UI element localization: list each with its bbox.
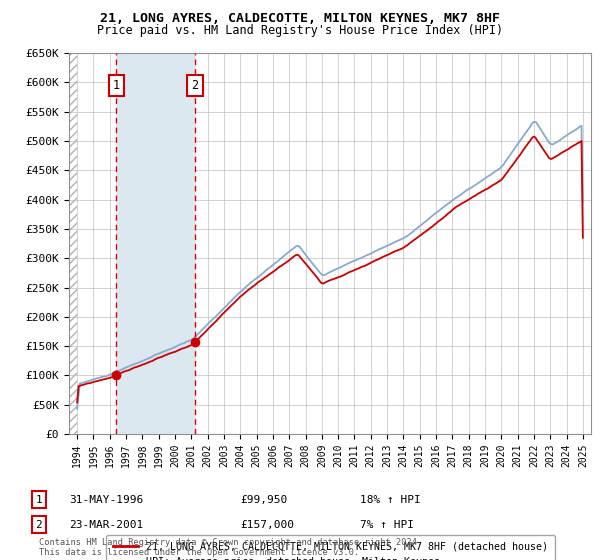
Text: 21, LONG AYRES, CALDECOTTE, MILTON KEYNES, MK7 8HF: 21, LONG AYRES, CALDECOTTE, MILTON KEYNE… (100, 12, 500, 25)
Text: 18% ↑ HPI: 18% ↑ HPI (360, 494, 421, 505)
Bar (69, 53, 77, 434)
Legend: 21, LONG AYRES, CALDECOTTE, MILTON KEYNES, MK7 8HF (detached house), HPI: Averag: 21, LONG AYRES, CALDECOTTE, MILTON KEYNE… (106, 535, 554, 560)
Text: 23-MAR-2001: 23-MAR-2001 (69, 520, 143, 530)
Text: 1: 1 (35, 494, 43, 505)
Text: £157,000: £157,000 (240, 520, 294, 530)
Text: £99,950: £99,950 (240, 494, 287, 505)
Text: Contains HM Land Registry data © Crown copyright and database right 2024.
This d: Contains HM Land Registry data © Crown c… (39, 538, 422, 557)
Bar (116, 53, 195, 434)
Text: 1: 1 (113, 79, 120, 92)
Text: 2: 2 (191, 79, 199, 92)
Text: 7% ↑ HPI: 7% ↑ HPI (360, 520, 414, 530)
Text: 31-MAY-1996: 31-MAY-1996 (69, 494, 143, 505)
Text: Price paid vs. HM Land Registry's House Price Index (HPI): Price paid vs. HM Land Registry's House … (97, 24, 503, 36)
Text: 2: 2 (35, 520, 43, 530)
